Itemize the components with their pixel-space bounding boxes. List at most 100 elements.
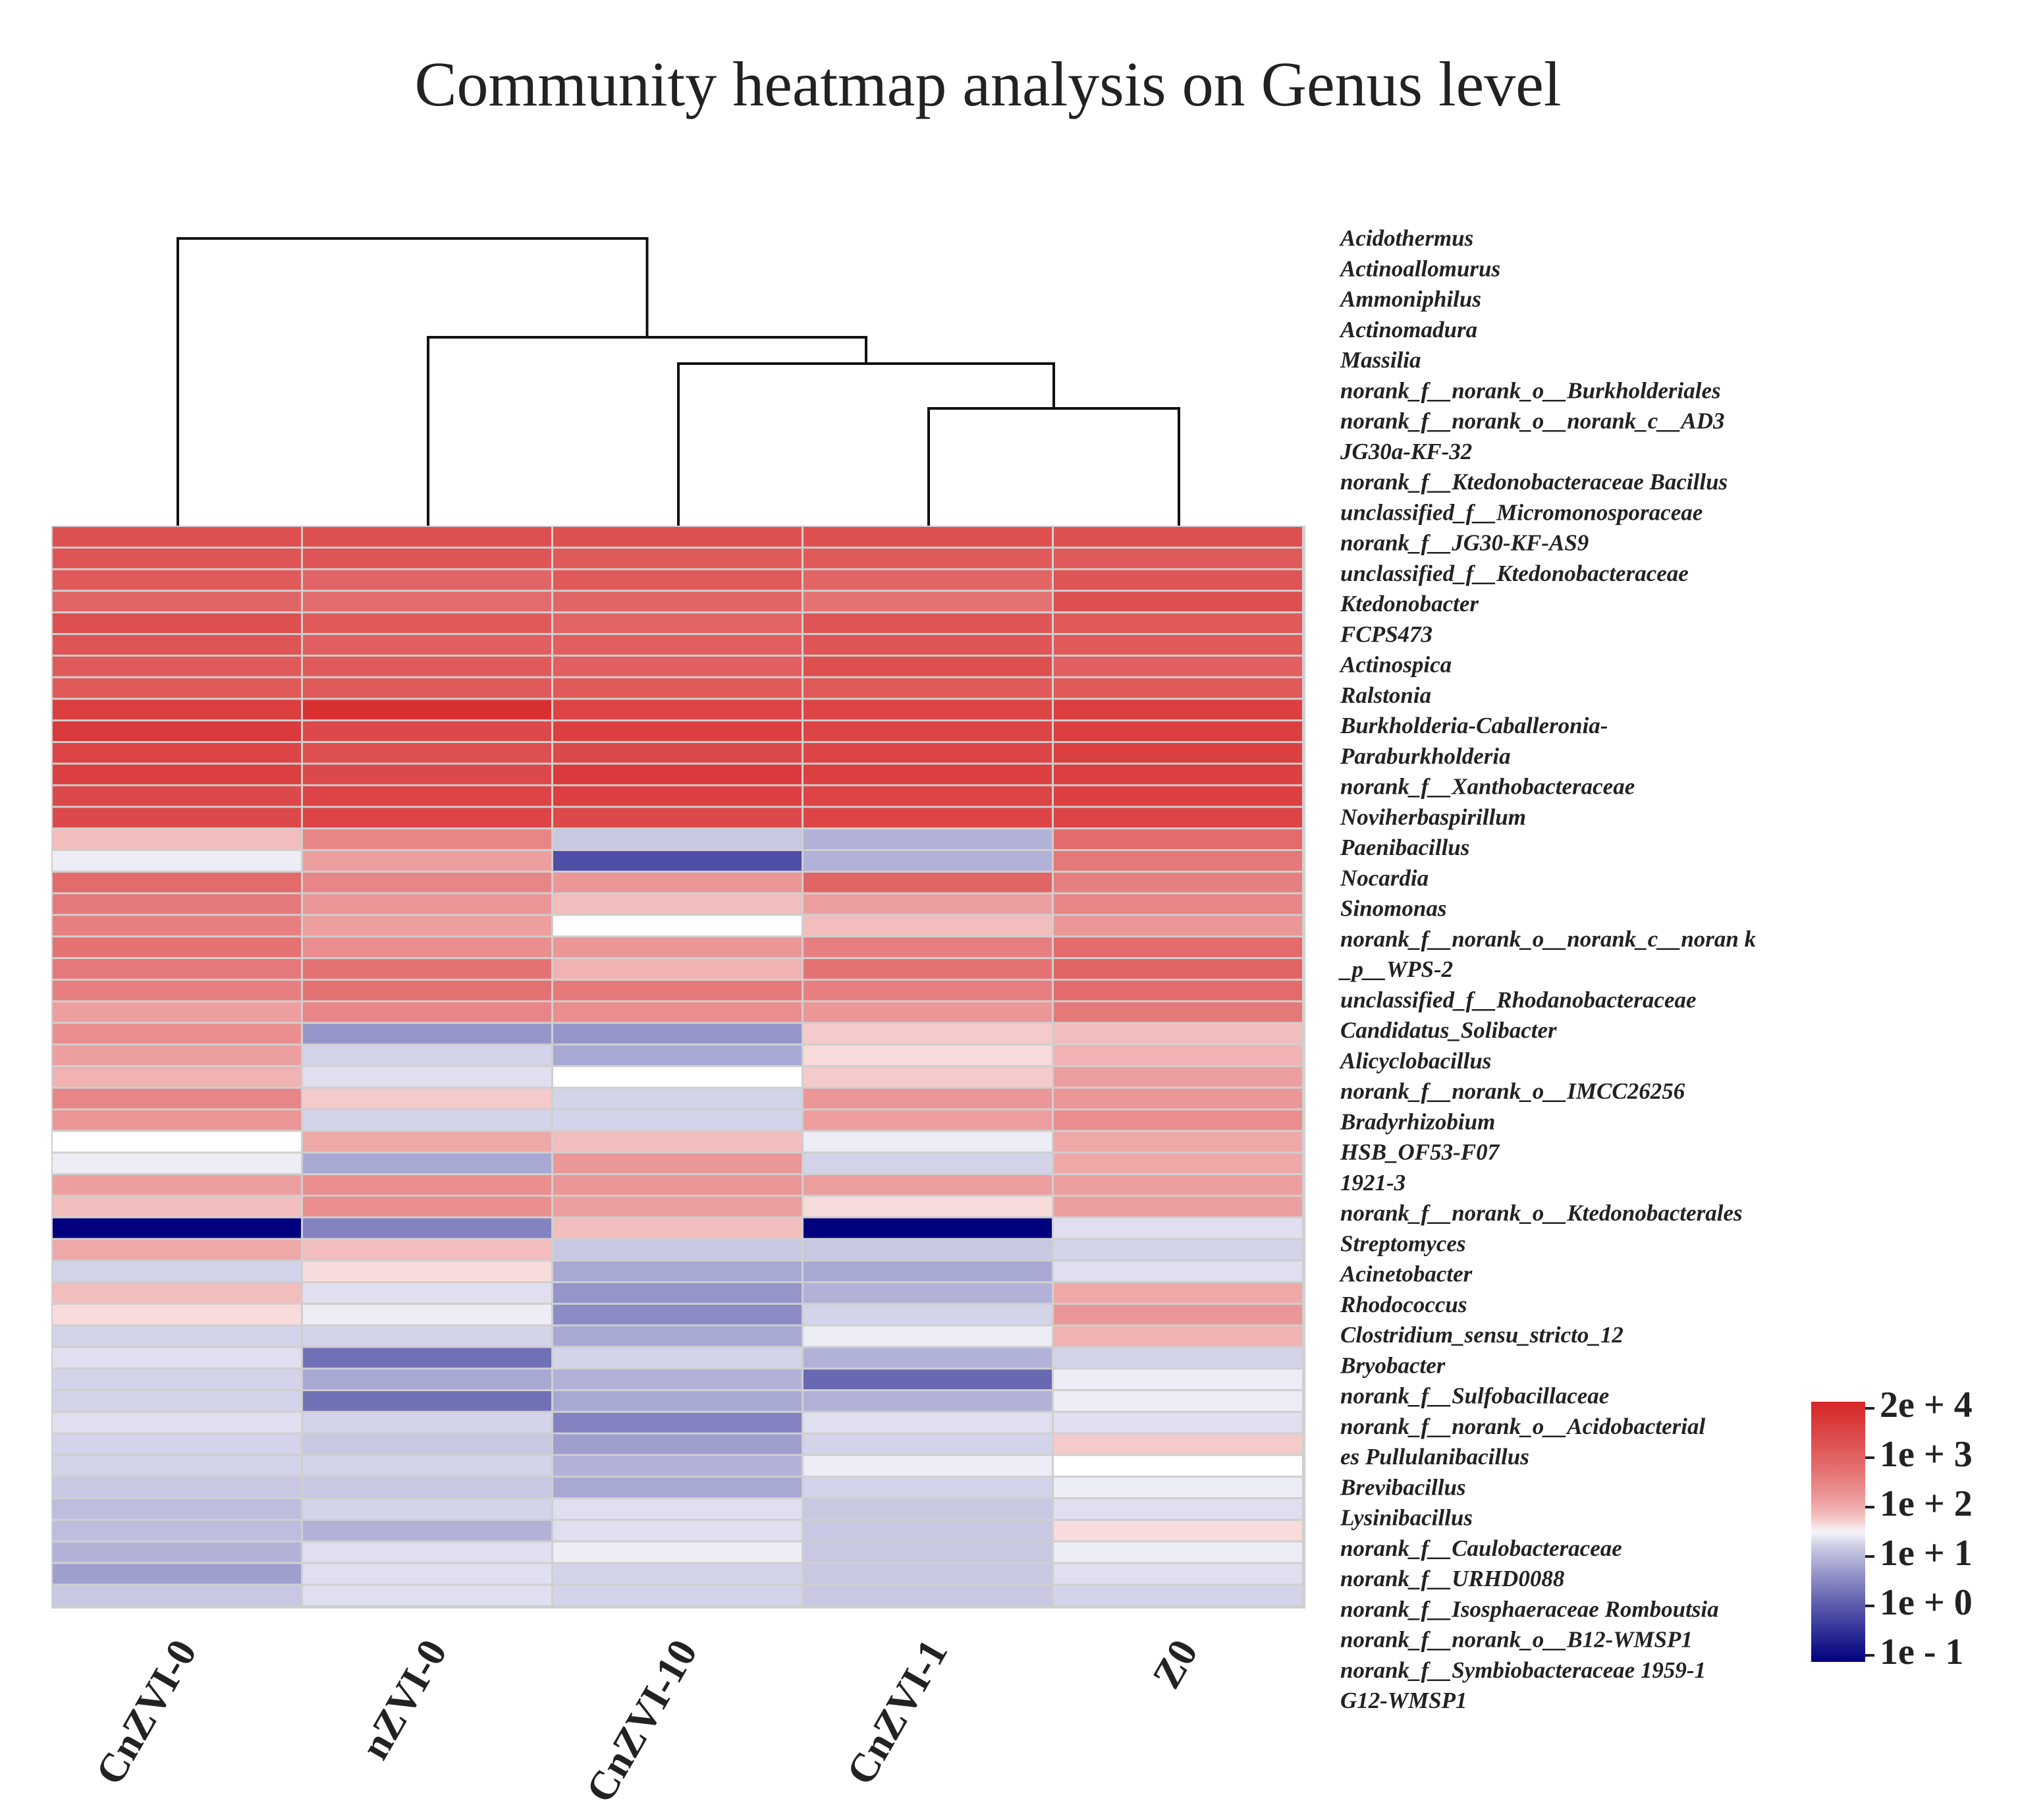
heatmap-cell [303,1456,551,1476]
heatmap-cell [1054,1304,1302,1325]
legend-label: 1e + 0 [1880,1582,1973,1623]
heatmap-cell [1054,1088,1302,1109]
row-label: norank_f__norank_o__norank_c__noran k [1340,926,1757,952]
heatmap-cell [804,613,1052,633]
heatmap-cell [53,1218,301,1238]
heatmap-cell [804,1110,1052,1130]
heatmap-cell [1054,678,1302,698]
heatmap-cell [303,980,551,1001]
row-label: Sinomonas [1340,896,1446,922]
heatmap-cell [303,1196,551,1217]
heatmap-cell [53,1391,301,1411]
heatmap-cell [1054,1283,1302,1303]
heatmap-cell [804,1520,1052,1541]
heatmap-cell [553,1153,802,1173]
heatmap-cell [1054,1369,1302,1389]
heatmap-cell [303,570,551,590]
heatmap-cell [553,959,802,979]
heatmap-cell [553,1499,802,1519]
heatmap-cell [1054,764,1302,785]
heatmap-cell [303,851,551,871]
heatmap-cell [303,1326,551,1346]
heatmap-cell [553,829,802,849]
heatmap-cell [53,937,301,957]
heatmap-cell [53,1002,301,1022]
heatmap-cell [303,1132,551,1152]
heatmap-cell [303,1261,551,1281]
heatmap-cell [53,1153,301,1173]
heatmap-cell [303,613,551,633]
heatmap-cell [303,916,551,936]
heatmap-cell [1054,980,1302,1001]
row-label: Ralstonia [1340,682,1431,708]
heatmap-cell [804,1586,1052,1605]
heatmap-cell [553,1218,802,1238]
heatmap-cell [303,592,551,612]
heatmap-cell [1054,1153,1302,1173]
heatmap-cell [804,959,1052,979]
heatmap-cell [303,1348,551,1368]
heatmap-cell [553,592,802,612]
row-label: unclassified_f__Rhodanobacteraceae [1340,987,1697,1012]
heatmap-cell [53,1088,301,1109]
row-label: Paraburkholderia [1340,743,1511,769]
heatmap-cell [804,894,1052,914]
heatmap-cell [1054,1434,1302,1454]
heatmap-cell [804,1153,1052,1173]
heatmap-cell [804,635,1052,655]
row-label: norank_f__JG30-KF-AS9 [1340,530,1589,556]
row-label: Acidothermus [1339,225,1473,251]
heatmap-cell [1054,1045,1302,1065]
row-label: 1921-3 [1340,1170,1405,1196]
heatmap-cell [1054,1456,1302,1476]
heatmap-cell [53,1110,301,1130]
heatmap-cell [1054,894,1302,914]
heatmap-cell [1054,1132,1302,1152]
heatmap-cell [553,527,802,547]
heatmap-cell [1054,700,1302,720]
heatmap-cell [553,1326,802,1346]
heatmap-cell [553,808,802,828]
heatmap-cell [804,916,1052,936]
heatmap-cell [53,786,301,806]
heatmap-cell [804,872,1052,893]
heatmap-cell [553,1110,802,1130]
column-labels: CnZVI-0 nZVI-0 CnZVI-10 CnZVI-1 Z0 [88,1632,1207,1810]
heatmap-cell [53,1434,301,1454]
row-label: norank_f__Xanthobacteraceae [1340,774,1635,800]
heatmap-cell [804,808,1052,828]
row-label: G12-WMSP1 [1340,1688,1467,1713]
row-label: Bradyrhizobium [1340,1109,1495,1134]
row-labels: Acidothermus Actinoallomurus Ammoniphilus A… [1338,225,1757,1713]
dendrogram-branch [177,237,649,527]
heatmap-cell [804,1002,1052,1022]
heatmap-cell [303,1153,551,1173]
heatmap-cell [804,1196,1052,1217]
heatmap-cell [303,1369,551,1389]
dendrogram-branch [677,362,1055,527]
heatmap-cell [804,1326,1052,1346]
heatmap-cell [53,1456,301,1476]
row-label: norank_f__norank_o__norank_c__AD3 [1340,408,1724,434]
row-label: norank_f__Symbiobacteraceae 1959-1 [1340,1657,1706,1683]
heatmap-cell [1054,527,1302,547]
heatmap-cell [553,1088,802,1109]
heatmap-cell [53,959,301,979]
dendrogram-branch [427,336,867,527]
heatmap-cell [804,1391,1052,1411]
heatmap-cell [553,1132,802,1152]
row-label: norank_f__URHD0088 [1340,1566,1564,1591]
heatmap-cell [804,570,1052,590]
row-label: norank_f__Isosphaeraceae Romboutsia [1340,1596,1719,1622]
heatmap-cell [303,1434,551,1454]
heatmap-cell [553,1477,802,1497]
row-label: Massilia [1340,347,1421,373]
heatmap-cell [1054,1175,1302,1195]
heatmap-cell [804,548,1052,568]
heatmap-cell [553,1564,802,1584]
heatmap-cell [553,937,802,957]
heatmap-cell [303,1304,551,1325]
heatmap-cell [804,1304,1052,1325]
heatmap-cell [804,1564,1052,1584]
